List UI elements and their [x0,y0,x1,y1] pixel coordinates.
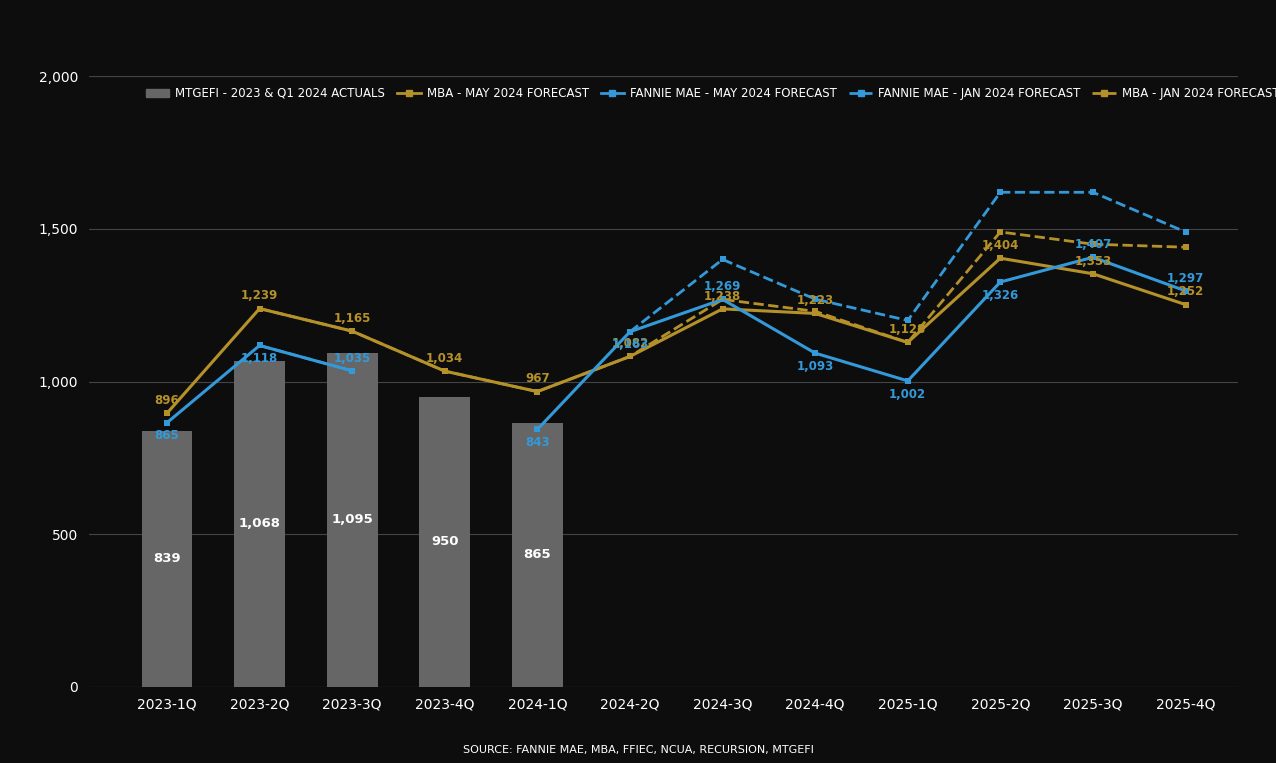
Text: 1,118: 1,118 [241,353,278,365]
Text: 865: 865 [523,548,551,562]
Text: 1,034: 1,034 [426,352,463,365]
Text: 1,297: 1,297 [1166,272,1205,285]
Text: 1,093: 1,093 [796,360,833,373]
Text: 1,068: 1,068 [239,517,281,530]
Text: 839: 839 [153,552,181,565]
Text: 1,128: 1,128 [889,324,926,336]
Text: 1,238: 1,238 [704,290,741,303]
Bar [420,397,471,687]
Text: 896: 896 [154,394,180,407]
Bar [234,361,285,687]
Text: 1,035: 1,035 [333,352,371,365]
Text: 950: 950 [431,535,458,549]
Text: 1,353: 1,353 [1074,255,1111,268]
Text: 967: 967 [524,372,550,385]
Text: 1,095: 1,095 [332,513,373,526]
Text: 1,239: 1,239 [241,289,278,302]
Legend: MTGEFI - 2023 & Q1 2024 ACTUALS, MBA - MAY 2024 FORECAST, FANNIE MAE - MAY 2024 : MTGEFI - 2023 & Q1 2024 ACTUALS, MBA - M… [142,82,1276,105]
Bar [142,430,193,687]
Text: 1,252: 1,252 [1166,285,1205,298]
Text: 1,223: 1,223 [796,295,833,307]
Text: 1,082: 1,082 [611,337,648,350]
Text: 1,326: 1,326 [981,288,1020,301]
Text: 1,407: 1,407 [1074,238,1111,251]
Text: 1,404: 1,404 [981,239,1020,252]
Text: 843: 843 [524,436,550,449]
Bar [512,423,563,687]
Text: 1,165: 1,165 [333,312,371,325]
Text: 1,163: 1,163 [611,339,648,352]
Text: SOURCE: FANNIE MAE, MBA, FFIEC, NCUA, RECURSION, MTGEFI: SOURCE: FANNIE MAE, MBA, FFIEC, NCUA, RE… [463,745,813,755]
Text: 1,269: 1,269 [704,280,741,293]
Text: 1,002: 1,002 [889,388,926,401]
Text: 865: 865 [154,430,180,443]
Bar [327,353,378,687]
